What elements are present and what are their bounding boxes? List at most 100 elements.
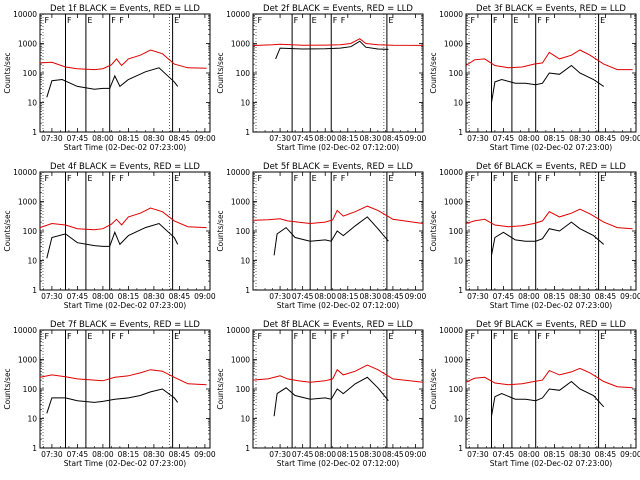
y-tick-label: 10 <box>240 257 250 266</box>
y-tick-label: 100 <box>23 385 38 394</box>
y-tick-label: 10000 <box>226 326 250 335</box>
interval-marker: E <box>600 174 605 183</box>
y-tick-label: 10000 <box>439 326 463 335</box>
x-axis-label: Start Time (02-Dec-02 07:23:00) <box>490 459 612 468</box>
x-tick-label: 08:00 <box>518 292 540 301</box>
y-tick-label: 100 <box>236 69 251 78</box>
interval-marker: F <box>111 16 116 25</box>
x-tick-label: 07:45 <box>292 292 314 301</box>
x-tick-label: 08:30 <box>360 450 382 459</box>
interval-marker: F <box>333 16 338 25</box>
x-tick-label: 07:30 <box>41 450 63 459</box>
interval-marker: F <box>294 174 299 183</box>
x-tick-label: 09:00 <box>405 292 427 301</box>
x-tick-label: 09:00 <box>405 134 427 143</box>
x-axis-label: Start Time (02-Dec-02 07:23:00) <box>64 301 186 310</box>
x-tick-label: 08:30 <box>569 292 591 301</box>
interval-marker: F <box>45 174 50 183</box>
events-series-line <box>46 67 179 98</box>
x-tick-label: 08:00 <box>92 292 114 301</box>
x-tick-label: 07:45 <box>67 134 89 143</box>
x-axis-label: Start Time (02-Dec-02 07:23:00) <box>490 143 612 152</box>
y-tick-label: 10 <box>27 257 37 266</box>
y-tick-label: 1 <box>458 286 463 295</box>
interval-marker: F <box>119 332 124 341</box>
interval-marker: F <box>119 16 124 25</box>
y-tick-label: 100 <box>236 227 251 236</box>
x-tick-label: 08:45 <box>382 450 404 459</box>
y-tick-label: 100 <box>449 69 464 78</box>
x-tick-label: 07:45 <box>67 450 89 459</box>
lld-series-line <box>465 208 633 230</box>
y-tick-label: 1000 <box>18 356 37 365</box>
interval-marker: F <box>537 174 542 183</box>
interval-marker: F <box>67 332 72 341</box>
y-tick-label: 1000 <box>444 356 463 365</box>
y-tick-label: 10 <box>240 99 250 108</box>
y-axis-label: Counts/sec <box>216 52 225 93</box>
x-axis-label: Start Time (02-Dec-02 07:23:00) <box>64 143 186 152</box>
y-axis-label: Counts/sec <box>429 52 438 93</box>
y-tick-label: 1 <box>458 128 463 137</box>
interval-marker: F <box>294 16 299 25</box>
interval-marker: F <box>258 16 263 25</box>
interval-marker: F <box>545 16 550 25</box>
interval-marker: F <box>341 332 346 341</box>
panel-title: Det 7f BLACK = Events, RED = LLD <box>50 320 200 330</box>
x-tick-label: 07:30 <box>467 134 489 143</box>
y-tick-label: 10 <box>453 257 463 266</box>
x-tick-label: 08:15 <box>118 292 140 301</box>
events-series-line <box>491 221 605 256</box>
interval-marker: E <box>312 174 317 183</box>
lld-series-line <box>39 207 207 231</box>
interval-marker: F <box>45 16 50 25</box>
x-tick-label: 07:30 <box>269 134 291 143</box>
x-tick-label: 08:45 <box>595 450 617 459</box>
x-tick-label: 08:45 <box>595 134 617 143</box>
x-tick-label: 08:00 <box>518 134 540 143</box>
x-tick-label: 08:30 <box>143 134 165 143</box>
x-tick-label: 09:00 <box>620 292 640 301</box>
interval-marker: F <box>67 16 72 25</box>
lld-series-line <box>252 38 424 47</box>
x-tick-label: 08:15 <box>544 292 566 301</box>
x-tick-label: 08:00 <box>92 134 114 143</box>
interval-marker: E <box>312 16 317 25</box>
interval-marker: E <box>87 16 92 25</box>
interval-marker: F <box>493 332 498 341</box>
y-tick-label: 1000 <box>231 198 250 207</box>
panel-det-8: Det 8f BLACK = Events, RED = LLD 1 10 100 10… <box>216 320 427 468</box>
y-tick-label: 10000 <box>226 168 250 177</box>
y-tick-label: 100 <box>23 227 38 236</box>
x-tick-label: 08:15 <box>544 134 566 143</box>
interval-marker: E <box>174 174 179 183</box>
plot-frame <box>252 13 424 133</box>
x-axis-label: Start Time (02-Dec-02 07:12:00) <box>277 143 399 152</box>
panel-det-3: Det 3f BLACK = Events, RED = LLD 1 10 100 10… <box>429 4 640 152</box>
x-tick-label: 08:45 <box>595 292 617 301</box>
interval-marker: F <box>493 16 498 25</box>
y-tick-label: 10000 <box>439 10 463 19</box>
lld-series-line <box>465 49 633 71</box>
panel-det-7: Det 7f BLACK = Events, RED = LLD 1 10 100 10… <box>3 320 216 468</box>
x-tick-label: 08:15 <box>337 450 359 459</box>
x-tick-label: 08:30 <box>143 450 165 459</box>
interval-marker: E <box>388 332 393 341</box>
panel-det-4: Det 4f BLACK = Events, RED = LLD 1 10 100 10… <box>3 162 216 310</box>
x-tick-label: 07:30 <box>467 450 489 459</box>
y-tick-label: 1000 <box>18 40 37 49</box>
interval-marker: F <box>294 332 299 341</box>
x-tick-label: 08:30 <box>360 292 382 301</box>
x-tick-label: 07:45 <box>67 292 89 301</box>
interval-marker: F <box>111 174 116 183</box>
y-tick-label: 100 <box>449 385 464 394</box>
y-axis-label: Counts/sec <box>3 52 12 93</box>
y-axis-label: Counts/sec <box>3 210 12 251</box>
x-tick-label: 08:15 <box>544 450 566 459</box>
y-tick-label: 10 <box>27 99 37 108</box>
interval-marker: F <box>111 332 116 341</box>
events-series-line <box>491 380 605 417</box>
interval-marker: F <box>333 332 338 341</box>
y-axis-label: Counts/sec <box>216 368 225 409</box>
y-tick-label: 10000 <box>13 10 37 19</box>
